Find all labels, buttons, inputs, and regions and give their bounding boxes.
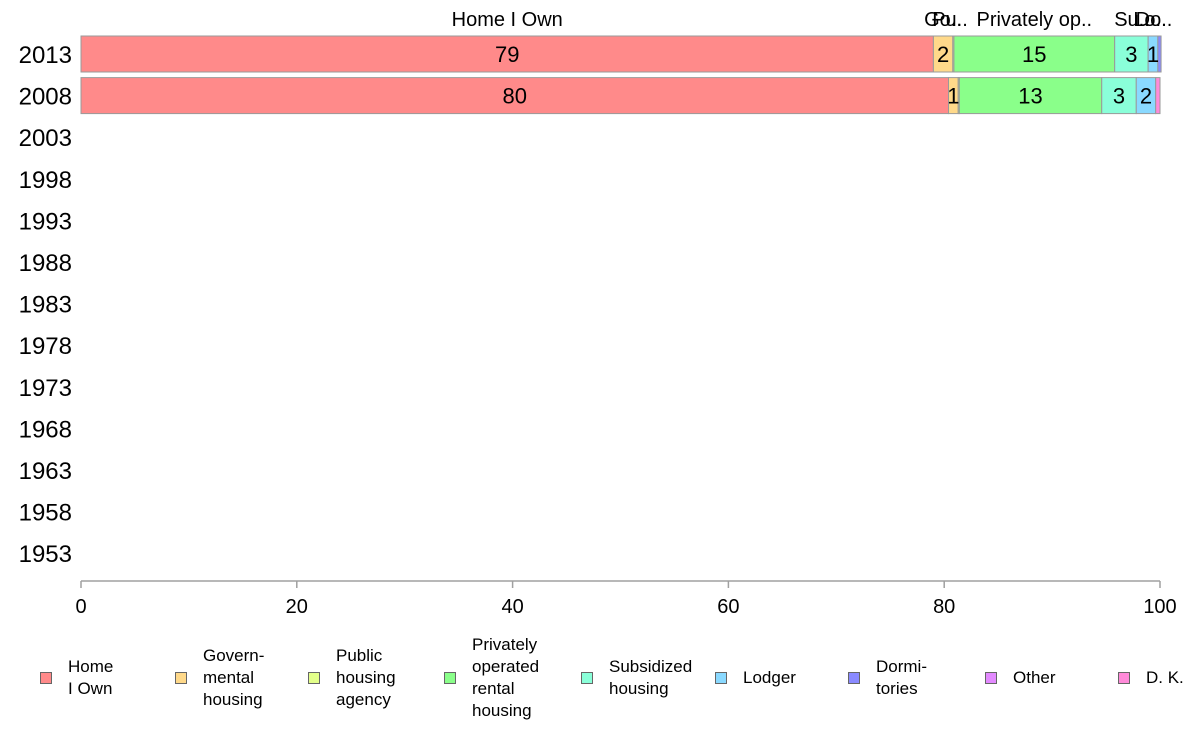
y-tick-label: 1998 (19, 167, 72, 194)
segment-top-label: Privately op.. (976, 9, 1092, 31)
bar-segment (958, 77, 1103, 115)
bar-value-label: 13 (1018, 84, 1042, 109)
legend-item: Dormi- tories (848, 628, 927, 728)
legend-label: Govern- mental housing (203, 646, 265, 709)
bar-value-label: 3 (1113, 84, 1125, 109)
legend-swatch (175, 672, 187, 684)
legend-item: Subsidized housing (581, 628, 692, 728)
legend-label: Dormi- tories (876, 657, 927, 698)
y-tick-label: 1963 (19, 458, 72, 485)
x-tick-label: 60 (717, 596, 739, 618)
bar-segment (1114, 35, 1149, 73)
segment-top-label: Pu.. (932, 9, 968, 31)
x-axis: 0 20 40 60 80 100 (75, 580, 1177, 618)
legend-swatch (985, 672, 997, 684)
x-tick-label: 100 (1143, 596, 1176, 618)
y-tick-label: 1968 (19, 416, 72, 443)
bar-value-label: 2 (937, 42, 949, 67)
legend-label: Other (1013, 668, 1056, 687)
bar-value-label: 1 (947, 84, 959, 109)
y-tick-label: 2003 (19, 125, 72, 152)
segment-top-label: Su.. (1114, 9, 1150, 31)
x-tick-label: 0 (75, 596, 86, 618)
legend-item: Other (985, 628, 1056, 728)
bar-segment (1155, 77, 1161, 115)
segment-top-label: Home I Own (452, 9, 563, 31)
bar-value-label: 15 (1022, 42, 1046, 67)
legend-swatch (444, 672, 456, 684)
y-tick-label: 1973 (19, 375, 72, 402)
legend-item: Lodger (715, 628, 796, 728)
segment-top-label: Do.. (1136, 9, 1173, 31)
bar-segment (1157, 35, 1162, 73)
bars-layer (80, 35, 1162, 115)
legend-swatch (715, 672, 727, 684)
legend: Home I Own Govern- mental housing Public h… (0, 628, 1188, 728)
legend-label: Lodger (743, 668, 796, 687)
legend-swatch (1118, 672, 1130, 684)
bar-value-label: 79 (495, 42, 519, 67)
legend-swatch (40, 672, 52, 684)
legend-item: Home I Own (40, 628, 113, 728)
segment-top-label: Lo.. (1133, 9, 1166, 31)
legend-label: Privately operated rental housing (472, 635, 540, 720)
legend-label: Home I Own (68, 657, 114, 698)
legend-item: Public housing agency (308, 628, 396, 728)
y-tick-label: 1983 (19, 292, 72, 319)
x-tick-label: 40 (501, 596, 523, 618)
legend-label: D. K. (1146, 668, 1184, 687)
y-tick-label: 1953 (19, 541, 72, 568)
legend-swatch (308, 672, 320, 684)
legend-label: Public housing agency (336, 646, 396, 709)
bar-value-label: 1 (1147, 42, 1159, 67)
y-tick-label: 1988 (19, 250, 72, 277)
bar-labels-layer: 79 2 15 3 180 1 13 3 2 (495, 42, 1159, 109)
y-tick-label: 2013 (19, 42, 72, 69)
legend-label: Subsidized housing (609, 657, 693, 698)
y-axis-labels: 2013 2008 2003 1998 1993 1988 1983 1978 1973 1968… (19, 42, 72, 568)
stacked-bar-chart: 79 2 15 3 180 1 13 3 2 Home I Own Go..Pu.. Private… (19, 9, 1177, 618)
legend-item: Govern- mental housing (175, 628, 264, 728)
bar-value-label: 3 (1125, 42, 1137, 67)
y-tick-label: 1978 (19, 333, 72, 360)
legend-swatch (848, 672, 860, 684)
top-labels-layer: Home I Own Go..Pu.. Privately op.. Su..Lo..… (452, 9, 1173, 31)
bar-value-label: 80 (503, 84, 527, 109)
y-tick-label: 1993 (19, 208, 72, 235)
bar-segment (80, 35, 934, 73)
y-tick-label: 2008 (19, 84, 72, 111)
legend-swatch (581, 672, 593, 684)
bar-value-label: 2 (1140, 84, 1152, 109)
x-tick-label: 20 (286, 596, 308, 618)
y-tick-label: 1958 (19, 500, 72, 527)
legend-item: D. K. (1118, 628, 1184, 728)
segment-top-label: Go.. (924, 9, 962, 31)
x-tick-label: 80 (933, 596, 955, 618)
legend-item: Privately operated rental housing (444, 628, 539, 728)
